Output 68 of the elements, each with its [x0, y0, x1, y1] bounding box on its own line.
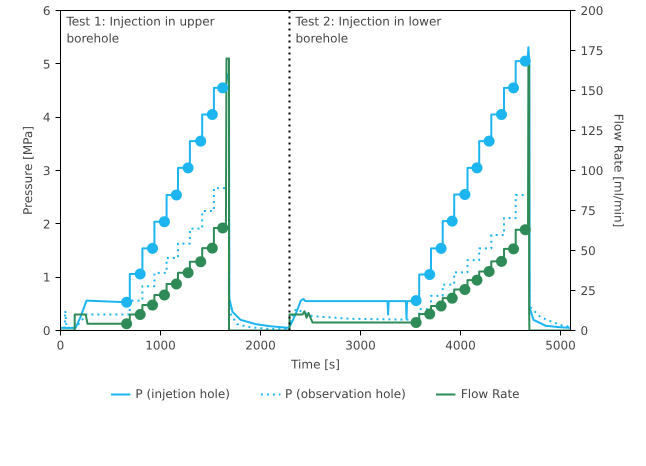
point	[446, 216, 458, 227]
y2-axis-title: Flow Rate [ml/min]	[611, 114, 626, 228]
point	[121, 318, 132, 330]
point	[508, 82, 519, 94]
point	[496, 109, 507, 120]
point	[459, 284, 470, 296]
point	[147, 300, 158, 311]
y-axis-title: Pressure [MPa]	[20, 126, 35, 215]
point	[484, 136, 495, 147]
y2-tick-label: 50	[580, 244, 596, 258]
x-tick-label: 5000	[545, 338, 576, 352]
point	[158, 216, 170, 228]
x-tick-label: 4000	[445, 338, 476, 352]
annotation: Test 2: Injection in lower borehole	[294, 14, 442, 46]
x-tick-label: 2000	[245, 338, 276, 352]
point	[182, 267, 194, 278]
legend-label: P (observation hole)	[284, 387, 406, 401]
point	[484, 266, 495, 277]
point	[195, 136, 206, 147]
y2-tick-label: 125	[580, 124, 604, 138]
point	[410, 317, 422, 328]
y-tick-label: 6	[42, 4, 51, 18]
point	[217, 222, 228, 234]
point	[147, 242, 158, 254]
point	[182, 162, 194, 174]
x-axis-title: Time [s]	[290, 358, 340, 372]
point	[459, 189, 470, 200]
point	[217, 82, 228, 94]
y2-tick-label: 200	[580, 4, 604, 18]
y2-tick-label: 0	[580, 324, 588, 338]
y-tick-label: 0	[42, 324, 51, 338]
x-tick-label: 3000	[345, 338, 376, 352]
point	[496, 256, 507, 267]
y-tick-label: 3	[42, 164, 51, 178]
y2-tick-label: 150	[580, 84, 604, 98]
point	[520, 56, 531, 67]
y2-tick-label: 75	[580, 204, 596, 218]
point	[472, 162, 482, 174]
y2-tick-label: 100	[580, 164, 604, 178]
point	[520, 224, 531, 236]
point	[195, 256, 206, 268]
point	[436, 242, 447, 254]
point	[410, 295, 422, 306]
y-tick-label: 5	[42, 57, 51, 72]
legend-label: Flow Rate	[460, 387, 520, 401]
x-tick-label: 0	[56, 338, 64, 352]
point	[134, 268, 146, 280]
point	[206, 109, 218, 120]
annotation: Test 1: Injection in upper borehole	[66, 14, 215, 46]
point	[508, 243, 519, 254]
point	[436, 300, 447, 312]
point	[206, 242, 218, 254]
point	[170, 278, 182, 290]
point	[446, 292, 458, 304]
point	[424, 308, 436, 320]
y-tick-label: 4	[42, 110, 51, 125]
point	[121, 296, 132, 308]
y2-tick-label: 25	[580, 284, 596, 298]
point	[158, 289, 170, 300]
y2-tick-label: 175	[580, 44, 604, 58]
point	[424, 269, 436, 280]
legend-label: P (injetion hole)	[135, 387, 230, 401]
y-tick-label: 2	[42, 217, 51, 232]
point	[134, 309, 146, 320]
x-tick-label: 1000	[145, 338, 176, 352]
y-tick-label: 1	[42, 270, 51, 285]
point	[170, 190, 182, 201]
point	[472, 274, 482, 286]
